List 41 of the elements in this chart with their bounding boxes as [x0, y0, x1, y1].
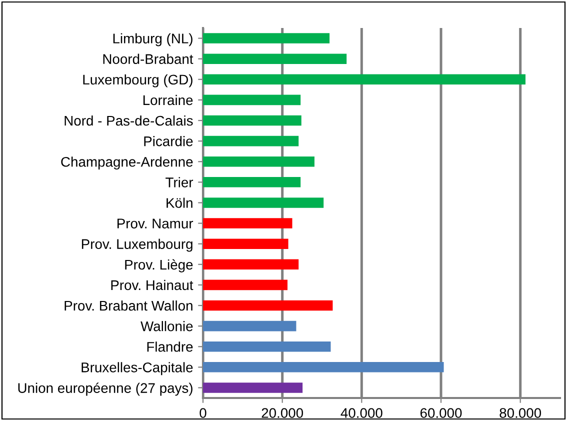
- y-tick-label: Trier: [166, 177, 194, 188]
- bar: [203, 94, 301, 106]
- y-tick-label: Flandre: [147, 342, 193, 352]
- y-tick-label: Noord-Brabant: [103, 54, 194, 64]
- y-tick-label: Prov. Namur: [117, 218, 194, 228]
- x-tick-label: 60.000: [420, 408, 462, 418]
- x-tick-label: 20.000: [262, 408, 304, 418]
- y-tick-label: Limburg (NL): [113, 33, 192, 46]
- bar: [203, 341, 331, 352]
- bar: [203, 54, 347, 64]
- bar: [203, 33, 330, 44]
- y-tick-label: Köln: [166, 198, 192, 208]
- bar: [203, 362, 444, 372]
- bar: [203, 198, 324, 208]
- bar: [203, 259, 299, 270]
- bar: [203, 115, 302, 126]
- y-tick-label: Union européenne (27 pays): [18, 382, 192, 396]
- y-tick-label: Nord - Pas-de-Calais: [64, 115, 193, 126]
- y-tick-label: Prov. Hainaut: [111, 280, 194, 290]
- bar: [203, 177, 301, 188]
- bar: [203, 300, 333, 311]
- bar: [203, 218, 292, 228]
- y-tick-label: Luxembourg (GD): [83, 74, 192, 88]
- y-tick-label: Prov. Brabant Wallon: [64, 300, 192, 311]
- x-tick-label: 80.000: [500, 408, 542, 418]
- y-tick-label: Prov. Liège: [125, 259, 193, 272]
- bar: [203, 280, 288, 290]
- y-tick-label: Lorraine: [143, 94, 193, 106]
- bar: [203, 136, 299, 146]
- bar: [203, 320, 296, 332]
- y-tick-label: Champagne-Ardenne: [61, 156, 193, 170]
- bar: [203, 382, 303, 393]
- bar: [203, 74, 526, 85]
- y-tick-label: Bruxelles-Capitale: [82, 362, 193, 376]
- x-tick-label: 0: [200, 408, 206, 418]
- y-tick-label: Prov. Luxembourg: [82, 238, 192, 252]
- y-tick-label: Picardie: [144, 136, 193, 146]
- x-tick-label: 40.000: [340, 408, 382, 418]
- bar: [203, 238, 288, 249]
- bar: [203, 156, 314, 167]
- y-tick-label: Wallonie: [140, 321, 193, 332]
